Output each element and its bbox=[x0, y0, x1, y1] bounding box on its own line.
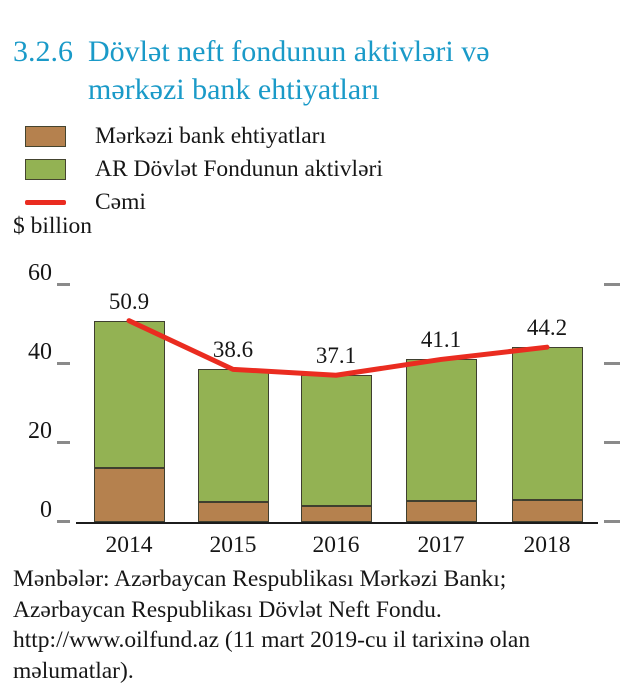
y-axis-label: 0 bbox=[40, 497, 52, 523]
bar-segment-oil-fund-assets bbox=[300, 375, 372, 507]
stacked-bar-chart: 60 40 20 0 50.9 2014 38.6 2015 37.1 2016 41.1 2017 4… bbox=[28, 259, 620, 558]
total-value-label: 50.9 bbox=[108, 288, 150, 314]
x-axis-year-label: 2017 bbox=[417, 532, 465, 558]
x-axis-year-label: 2018 bbox=[523, 532, 571, 558]
total-value-label: 44.2 bbox=[526, 315, 568, 341]
legend-item: Mərkəzi bank ehtiyatları bbox=[25, 120, 383, 153]
y-axis-tick-left bbox=[57, 520, 70, 523]
source-note-line: http://www.oilfund.az (11 mart 2019-cu i… bbox=[13, 627, 531, 653]
y-axis-label: 40 bbox=[28, 338, 52, 365]
section-title: 3.2.6 Dövlət neft fondunun aktivləri və … bbox=[13, 33, 570, 109]
legend-item-label: Mərkəzi bank ehtiyatları bbox=[95, 123, 326, 149]
legend-item-label: Cəmi bbox=[95, 189, 146, 215]
section-title-text: Dövlət neft fondunun aktivləri və mərkəz… bbox=[88, 35, 490, 106]
bar-segment-oil-fund-assets bbox=[93, 320, 165, 468]
y-axis-label: 60 bbox=[28, 259, 52, 286]
source-note-line: məlumatlar). bbox=[13, 657, 134, 684]
y-axis-tick-right bbox=[604, 520, 620, 523]
legend-item-label: AR Dövlət Fondunun aktivləri bbox=[95, 156, 383, 182]
y-axis-tick-right bbox=[604, 282, 620, 286]
x-axis-year-label: 2014 bbox=[105, 532, 153, 558]
bar-segment-central-bank-reserves bbox=[197, 502, 269, 522]
x-axis-year-label: 2016 bbox=[312, 532, 360, 558]
bar-segment-central-bank-reserves bbox=[511, 499, 583, 522]
section-number: 3.2.6 bbox=[13, 35, 73, 68]
bar-segment-oil-fund-assets bbox=[511, 347, 583, 500]
total-value-label: 41.1 bbox=[420, 327, 462, 353]
total-value-label: 38.6 bbox=[212, 337, 254, 363]
legend-color-swatch bbox=[25, 159, 66, 180]
axis-unit-label: $ billion bbox=[13, 213, 92, 239]
x-axis-year-label: 2015 bbox=[209, 532, 257, 558]
y-axis-tick-right bbox=[604, 361, 620, 365]
y-axis-tick-left bbox=[57, 361, 70, 365]
source-note-line: Mənbələr: Azərbaycan Respublikası Mərkəz… bbox=[13, 566, 507, 592]
x-axis-line bbox=[76, 522, 598, 524]
legend-item: AR Dövlət Fondunun aktivləri bbox=[25, 153, 383, 186]
chart-legend: Mərkəzi bank ehtiyatları AR Dövlət Fondun… bbox=[25, 120, 383, 219]
bar-segment-oil-fund-assets bbox=[197, 369, 269, 503]
total-value-label: 37.1 bbox=[315, 343, 357, 369]
source-note-line: Azərbaycan Respublikası Dövlət Neft Fond… bbox=[13, 596, 442, 623]
bar-segment-central-bank-reserves bbox=[93, 467, 165, 522]
legend-line-swatch bbox=[25, 200, 66, 205]
legend-color-swatch bbox=[25, 126, 66, 147]
y-axis-tick-left bbox=[57, 440, 70, 444]
y-axis-tick-left bbox=[57, 282, 70, 286]
legend-item: Cəmi bbox=[25, 186, 383, 219]
bar-segment-central-bank-reserves bbox=[405, 501, 477, 522]
source-note: Mənbələr: Azərbaycan Respublikası Mərkəz… bbox=[13, 564, 613, 686]
y-axis-label: 20 bbox=[28, 417, 52, 444]
bar-segment-oil-fund-assets bbox=[405, 359, 477, 502]
y-axis-tick-right bbox=[604, 440, 620, 444]
bar-segment-central-bank-reserves bbox=[300, 506, 372, 522]
